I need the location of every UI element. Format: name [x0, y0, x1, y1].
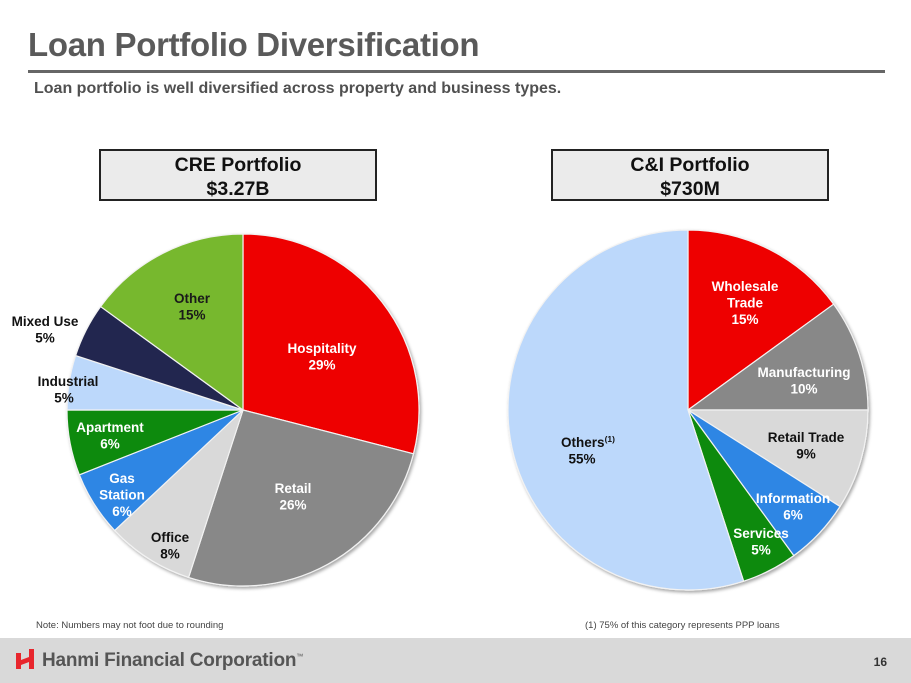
- cre-label-retail: Retail 26%: [275, 481, 312, 513]
- ci-pie-labels: Wholesale Trade 15% Manufacturing 10% Retail …: [561, 279, 850, 558]
- cre-slice-retail: [187, 409, 415, 587]
- ppp-footnote: (1) 75% of this category represents PPP …: [585, 620, 780, 631]
- hanmi-logo-icon: [16, 649, 34, 669]
- cre-label-gas-station: Gas Station 6%: [99, 471, 145, 519]
- ci-label-name: Information: [756, 491, 830, 506]
- ci-label-superscript: (1): [605, 434, 616, 444]
- ci-label-wholesale-trade: Wholesale Trade 15%: [712, 279, 779, 327]
- title-divider: [28, 70, 885, 73]
- cre-label-value: 5%: [54, 391, 74, 406]
- ci-pie-chart: [507, 229, 869, 591]
- cre-portfolio-total: $3.27B: [206, 178, 270, 200]
- cre-pie-labels: Hospitality 29% Retail 26% Office 8% Gas Statio…: [12, 291, 357, 562]
- ci-portfolio-total: $730M: [660, 178, 720, 200]
- page-number: 16: [873, 655, 887, 669]
- ci-slice-manufacturing: [686, 303, 869, 411]
- ci-slice-retail-trade: [685, 409, 869, 508]
- cre-label-industrial: Industrial 5%: [38, 374, 99, 406]
- cre-label-value: 6%: [100, 437, 120, 452]
- ci-label-services: Services 5%: [733, 526, 789, 558]
- cre-portfolio-header: CRE Portfolio $3.27B: [99, 149, 377, 201]
- cre-slice-hospitality: [242, 233, 420, 455]
- cre-slice-other: [99, 233, 244, 412]
- ci-label-name: Services: [733, 526, 789, 541]
- page-title: Loan Portfolio Diversification: [28, 26, 480, 63]
- cre-label-name: Other: [174, 291, 211, 306]
- cre-label-value: 8%: [160, 547, 180, 562]
- ci-slice-others: [507, 229, 745, 591]
- ci-label-name: Retail Trade: [768, 430, 845, 445]
- ci-portfolio-title: C&I Portfolio: [630, 154, 750, 176]
- ci-label-value: 10%: [790, 382, 817, 397]
- cre-label-name: Office: [151, 530, 190, 545]
- ci-label-others: Others(1) 55%: [561, 434, 615, 467]
- ci-label-value: 9%: [796, 447, 816, 462]
- ci-label-manufacturing: Manufacturing 10%: [758, 365, 851, 397]
- company-name-text: Hanmi Financial Corporation: [42, 650, 297, 671]
- page-subtitle: Loan portfolio is well diversified acros…: [34, 80, 562, 97]
- ci-label-name: Trade: [727, 296, 764, 311]
- cre-label-name: Station: [99, 488, 145, 503]
- cre-label-value: 6%: [112, 504, 132, 519]
- cre-portfolio-title: CRE Portfolio: [174, 154, 302, 176]
- cre-label-other: Other 15%: [174, 291, 211, 323]
- ci-label-name: Manufacturing: [758, 365, 851, 380]
- cre-label-value: 29%: [308, 358, 335, 373]
- company-name: Hanmi Financial Corporation™: [42, 650, 303, 672]
- cre-label-apartment: Apartment 6%: [76, 420, 144, 452]
- cre-label-name: Gas: [109, 471, 135, 486]
- ci-label-name: Others: [561, 435, 605, 450]
- cre-pie-chart: [66, 233, 420, 587]
- cre-label-name: Hospitality: [287, 341, 357, 356]
- ci-label-retail-trade: Retail Trade 9%: [768, 430, 845, 462]
- footer-bar: [0, 638, 911, 683]
- cre-label-name: Mixed Use: [12, 314, 79, 329]
- ci-slice-wholesale-trade: [687, 229, 835, 412]
- cre-label-mixed-use: Mixed Use 5%: [12, 314, 79, 346]
- cre-label-hospitality: Hospitality 29%: [287, 341, 357, 373]
- cre-label-office: Office 8%: [151, 530, 190, 562]
- ci-label-value: 55%: [568, 452, 595, 467]
- ci-label-information: Information 6%: [756, 491, 830, 523]
- cre-label-value: 26%: [279, 498, 306, 513]
- cre-label-value: 15%: [178, 308, 205, 323]
- ci-label-value: 6%: [783, 508, 803, 523]
- ci-label-value: 5%: [751, 543, 771, 558]
- ci-portfolio-header: C&I Portfolio $730M: [551, 149, 829, 201]
- cre-slice-office: [113, 409, 244, 579]
- trademark-symbol: ™: [296, 653, 304, 661]
- cre-label-value: 5%: [35, 331, 55, 346]
- cre-label-name: Industrial: [38, 374, 99, 389]
- ci-label-name: Wholesale: [712, 279, 779, 294]
- ci-label-value: 15%: [731, 312, 758, 327]
- cre-label-name: Apartment: [76, 420, 144, 435]
- cre-label-name: Retail: [275, 481, 312, 496]
- rounding-note: Note: Numbers may not foot due to roundi…: [36, 620, 224, 631]
